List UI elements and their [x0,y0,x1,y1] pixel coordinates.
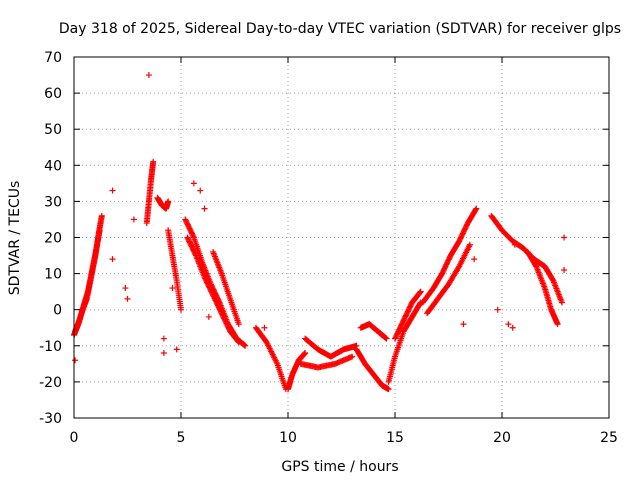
y-tick-label: -20 [39,375,62,391]
y-tick-label: 60 [44,86,62,102]
data-point [109,256,116,263]
data-point [197,187,204,194]
data-point [190,233,197,240]
x-tick-label: 15 [386,430,404,446]
data-point [235,338,242,345]
data-point [242,342,249,349]
grid-layer [74,57,609,418]
data-point [471,256,478,263]
data-point [558,299,565,306]
data-point [72,357,79,364]
data-point [190,180,197,187]
data-point [417,300,424,307]
data-point [511,241,518,248]
data-point [417,288,424,295]
data-point [145,72,152,79]
data-point [96,227,103,234]
data-point [192,251,199,258]
y-tick-label: 40 [44,158,62,174]
data-point [349,353,356,360]
ticks-layer: 0 5 10 15 20 25 -30 -20 -10 0 10 20 30 40 50 60 70 [39,50,618,446]
x-tick-label: 25 [600,430,618,446]
data-point [505,321,512,328]
data-point [466,241,473,248]
data-point [235,339,242,346]
data-point [310,342,317,349]
data-point [554,321,561,328]
data-point [160,335,167,342]
data-point [109,187,116,194]
y-tick-label: 0 [53,303,62,319]
data-point [302,350,309,357]
y-tick-label: 10 [44,267,62,283]
data-point [561,266,568,273]
data-point [473,205,480,212]
data-point [201,205,208,212]
data-point [385,386,392,393]
y-tick-label: -10 [39,339,62,355]
data-point [509,324,516,331]
x-tick-label: 5 [177,430,186,446]
data-point [460,321,467,328]
y-tick-label: -30 [39,411,62,427]
data-point [98,212,105,219]
data-point [130,216,137,223]
x-tick-label: 10 [279,430,297,446]
x-axis-label: GPS time / hours [281,459,398,475]
x-tick-label: 0 [70,430,79,446]
y-tick-label: 20 [44,231,62,247]
data-point [122,285,129,292]
y-axis-label: SDTVAR / TECUs [7,181,23,296]
chart-title: Day 318 of 2025, Sidereal Day-to-day VTE… [59,21,621,37]
y-tick-label: 70 [44,50,62,66]
data-point [165,198,172,205]
x-tick-label: 20 [493,430,511,446]
data-point [173,346,180,353]
data-point [160,350,167,357]
data-point [383,335,390,342]
data-point [417,289,424,296]
data-point [124,295,131,302]
data-point [261,324,268,331]
data-point [178,306,184,313]
data-point [205,313,212,320]
data-point [235,321,242,328]
data-layer [71,72,568,393]
data-point [169,285,176,292]
data-point [472,206,479,213]
y-tick-label: 30 [44,194,62,210]
data-point [150,158,157,165]
y-tick-label: 50 [44,122,62,138]
data-point [494,306,501,313]
data-point [561,234,568,241]
